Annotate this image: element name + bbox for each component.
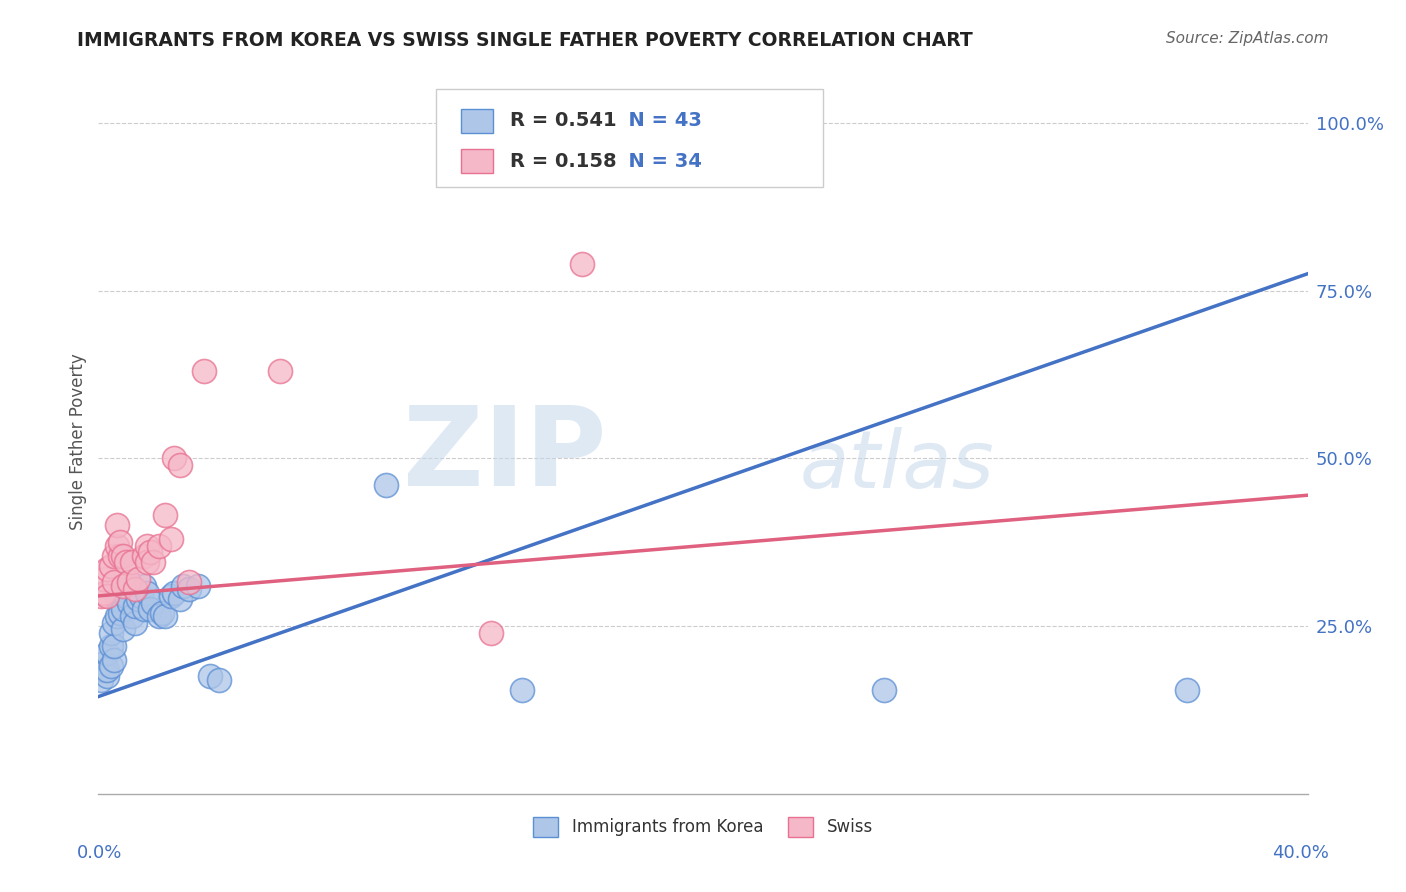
Point [100,639,122,653]
Point [481,625,503,640]
Point [150,606,173,620]
Point [111,602,134,616]
Point [93,656,115,670]
Point [692,122,714,136]
Point [103,639,125,653]
Text: ZIP: ZIP [404,402,606,509]
Text: N = 34: N = 34 [616,152,702,170]
Point [179,582,201,597]
Point [127,592,149,607]
Point [108,535,131,549]
Point [96,646,118,660]
Point [160,532,183,546]
Point [118,575,141,590]
Point [135,555,157,569]
Point [187,579,209,593]
Point [121,555,143,569]
Point [124,599,146,613]
Point [100,558,122,573]
Point [208,673,231,687]
Text: Source: ZipAtlas.com: Source: ZipAtlas.com [1166,31,1329,46]
Point [103,575,125,590]
Point [90,673,112,687]
Point [139,545,162,559]
Point [105,539,128,553]
Point [142,555,165,569]
Point [153,609,176,624]
Point [269,364,291,378]
Point [179,575,201,590]
Point [96,669,118,683]
Point [105,609,128,624]
Point [135,539,157,553]
Point [571,257,593,271]
Point [139,602,162,616]
Point [124,615,146,630]
Point [193,364,215,378]
Legend: Immigrants from Korea, Swiss: Immigrants from Korea, Swiss [524,808,882,846]
Point [93,663,115,677]
Point [96,562,118,576]
Point [148,609,170,624]
Point [111,623,134,637]
Point [108,606,131,620]
Point [374,478,396,492]
Point [114,589,136,603]
Point [135,585,157,599]
Point [142,596,165,610]
Point [163,451,186,466]
Point [96,663,118,677]
Text: atlas: atlas [800,427,994,505]
Point [105,518,128,533]
Point [148,539,170,553]
Point [100,659,122,673]
Point [132,602,155,616]
Point [93,585,115,599]
Text: R = 0.158: R = 0.158 [510,152,616,170]
Point [200,669,222,683]
Point [118,575,141,590]
Point [153,508,176,523]
Point [121,609,143,624]
Point [108,585,131,599]
Y-axis label: Single Father Poverty: Single Father Poverty [69,353,87,530]
Point [114,555,136,569]
Point [127,572,149,586]
Point [103,615,125,630]
Point [96,589,118,603]
Point [510,682,533,697]
Point [132,579,155,593]
Point [169,592,191,607]
Point [1175,682,1198,697]
Point [118,596,141,610]
Point [129,589,152,603]
Text: IMMIGRANTS FROM KOREA VS SWISS SINGLE FATHER POVERTY CORRELATION CHART: IMMIGRANTS FROM KOREA VS SWISS SINGLE FA… [77,31,973,50]
Text: 40.0%: 40.0% [1272,844,1329,862]
Point [100,625,122,640]
Point [105,592,128,607]
Point [124,582,146,597]
Point [103,549,125,563]
Point [172,579,194,593]
Point [169,458,191,472]
Point [111,579,134,593]
Text: 0.0%: 0.0% [77,844,122,862]
Point [160,589,183,603]
Point [90,589,112,603]
Point [111,549,134,563]
Point [132,549,155,563]
Point [108,549,131,563]
Point [103,653,125,667]
Point [873,682,896,697]
Point [93,572,115,586]
Text: R = 0.541: R = 0.541 [510,112,616,130]
Text: N = 43: N = 43 [616,112,702,130]
Point [163,585,186,599]
